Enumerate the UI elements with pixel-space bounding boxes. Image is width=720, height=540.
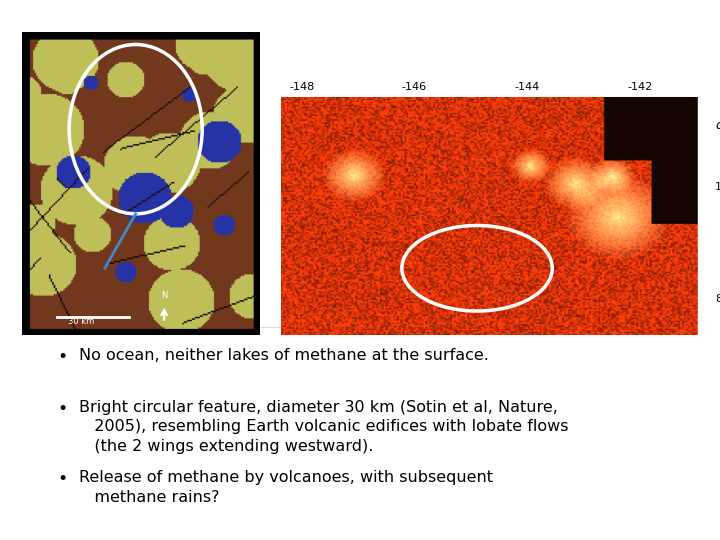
Text: Bright circular feature, diameter 30 km (Sotin et al, Nature,
   2005), resembli: Bright circular feature, diameter 30 km … [79, 400, 569, 454]
Bar [698, 97, 720, 335]
Text: 8: 8 [715, 294, 720, 304]
Text: -148: -148 [289, 83, 315, 92]
Text: d: d [715, 119, 720, 132]
Text: N: N [161, 291, 167, 300]
Text: 30 km: 30 km [68, 317, 94, 326]
Text: -144: -144 [515, 83, 540, 92]
Text: •: • [58, 348, 68, 366]
Text: A possible source of
methane : cryovolcanism: A possible source of methane : cryovolca… [396, 97, 720, 162]
Text: No ocean, neither lakes of methane at the surface.: No ocean, neither lakes of methane at th… [79, 348, 489, 363]
Text: •: • [58, 470, 68, 488]
Text: -142: -142 [627, 83, 652, 92]
Text: Release of methane by volcanoes, with subsequent
   methane rains?: Release of methane by volcanoes, with su… [79, 470, 493, 504]
Text: 10: 10 [715, 183, 720, 192]
Text: -146: -146 [402, 83, 427, 92]
Text: •: • [58, 400, 68, 417]
